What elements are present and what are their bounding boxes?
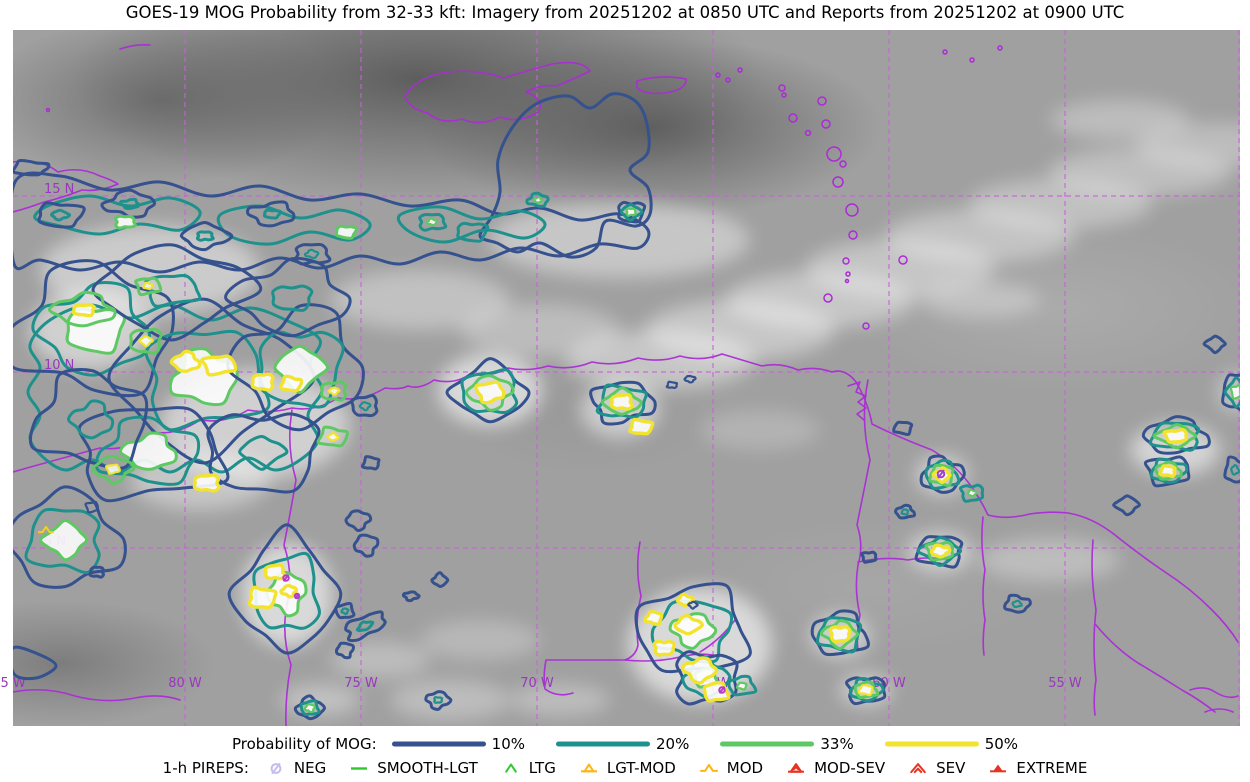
svg-text:70 W: 70 W <box>520 676 554 691</box>
legend-item-pirep-MOD-SEV: MOD-SEV <box>783 759 885 777</box>
ltg-pirep-icon <box>504 763 517 773</box>
legend-item-pirep-EXTREME: EXTREME <box>985 759 1087 777</box>
probability-line-swatch <box>391 741 486 746</box>
legend-item-prob-33%: 33% <box>719 734 854 753</box>
probability-contours-layer <box>13 92 1240 721</box>
neg-pirep-icon <box>270 762 282 774</box>
gridlines-layer <box>13 30 1240 726</box>
legend-item-label: 50% <box>984 734 1019 753</box>
legend-item-label: SMOOTH-LGT <box>377 758 478 777</box>
legend-item-pirep-SMOOTH-LGT: SMOOTH-LGT <box>346 759 478 777</box>
legend-item-prob-20%: 20% <box>555 735 689 753</box>
legend-item-label: 10% <box>491 734 526 753</box>
legend-item-label: MOD-SEV <box>814 758 886 777</box>
legend-probability-label: Probability of MOG: <box>231 734 377 753</box>
svg-text:55 W: 55 W <box>1048 676 1082 691</box>
legend-item-label: 33% <box>820 734 854 753</box>
legend-item-pirep-LGT-MOD: LGT-MOD <box>576 759 676 777</box>
legend-item-pirep-NEG: NEG <box>263 759 326 777</box>
legend-item-prob-10%: 10% <box>391 735 525 753</box>
svg-text:80 W: 80 W <box>168 676 202 691</box>
mod-sev-pirep-icon <box>788 762 805 773</box>
svg-text:10 N: 10 N <box>44 358 74 373</box>
legend-probability-items: 10% 20% 33% 50% <box>391 735 1018 753</box>
svg-text:15 N: 15 N <box>44 182 74 197</box>
legend-item-label: MOD <box>726 758 764 777</box>
legend-item-label: NEG <box>293 758 327 777</box>
page-title: GOES-19 MOG Probability from 32-33 kft: … <box>125 3 1125 22</box>
legend-pireps-items: NEG SMOOTH-LGT LTG LGT-MOD MOD MOD-SEV SEV EXTR… <box>263 759 1087 777</box>
legend-item-pirep-SEV: SEV <box>905 759 965 777</box>
svg-text:85 W: 85 W <box>0 676 26 691</box>
mod-pirep-icon <box>699 763 718 772</box>
probability-line-swatch <box>556 741 651 746</box>
pirep-markers-layer <box>38 469 946 694</box>
smooth-pirep-icon <box>351 766 368 770</box>
legend-item-pirep-LTG: LTG <box>498 759 556 777</box>
legend-pireps: 1-h PIREPS: NEG SMOOTH-LGT LTG LGT-MOD MOD MO… <box>0 756 1250 779</box>
legend-item-pirep-MOD: MOD <box>696 759 763 777</box>
legend-item-label: EXTREME <box>1016 758 1088 777</box>
legend-pireps-label: 1-h PIREPS: <box>162 758 249 777</box>
legend-item-label: SEV <box>936 758 966 777</box>
cloud-highlights-layer <box>30 100 1240 720</box>
legend-probability: Probability of MOG: 10% 20% 33% 50% <box>0 732 1250 755</box>
svg-text:75 W: 75 W <box>344 676 378 691</box>
legend-item-label: 20% <box>656 734 690 753</box>
legend-item-label: LTG <box>528 758 556 777</box>
probability-line-swatch <box>884 741 979 746</box>
lgt-mod-pirep-icon <box>580 763 597 772</box>
sev-pirep-icon <box>910 762 926 773</box>
legend-item-label: LGT-MOD <box>606 758 676 777</box>
probability-line-swatch <box>720 741 815 746</box>
legend-item-prob-50%: 50% <box>884 735 1018 753</box>
geography-borders-layer <box>13 44 1239 726</box>
extreme-pirep-icon <box>990 764 1007 772</box>
